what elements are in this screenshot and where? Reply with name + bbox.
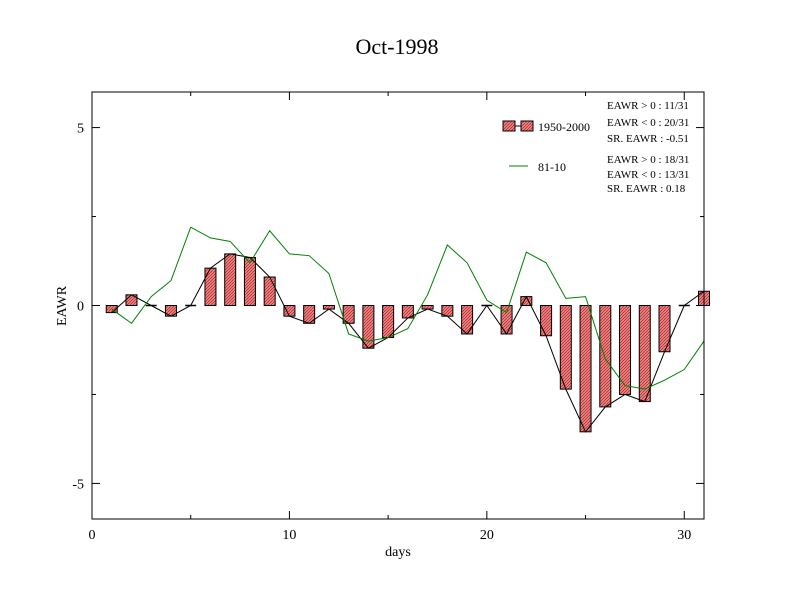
legend: 1950-2000 81-10 <box>502 120 590 174</box>
x-tick-label: 30 <box>677 528 691 543</box>
stat-bar-positive: EAWR > 0 : 11/31 <box>607 100 689 112</box>
y-tick-label: -5 <box>72 477 84 492</box>
stat-bar-negative: EAWR < 0 : 20/31 <box>607 117 689 129</box>
bar <box>283 305 296 317</box>
legend-label-bar: 1950-2000 <box>538 120 590 134</box>
stat-line-positive: EAWR > 0 : 18/31 <box>607 154 689 166</box>
stat-line-negative: EAWR < 0 : 13/31 <box>607 169 689 181</box>
bar <box>421 305 434 310</box>
legend-swatch-bar <box>520 120 534 132</box>
bar <box>579 305 592 433</box>
bar <box>263 276 276 306</box>
bar <box>599 305 612 408</box>
stat-bar-sr: SR. EAWR : -0.51 <box>607 133 689 145</box>
plot-marks <box>105 226 710 433</box>
x-tick-label: 20 <box>480 528 494 543</box>
y-tick-label: 0 <box>77 300 84 315</box>
bar <box>382 305 395 339</box>
series-line-81-10 <box>111 226 705 390</box>
legend-label-line: 81-10 <box>538 160 566 174</box>
axis-ticks: 0 10 20 30 -5 0 5 <box>72 92 704 543</box>
bar <box>204 267 217 307</box>
x-axis-label: days <box>385 545 411 560</box>
x-tick-label: 10 <box>282 528 296 543</box>
legend-swatch-bar <box>502 120 516 132</box>
stat-line-sr: SR. EAWR : 0.18 <box>607 183 686 195</box>
bar <box>461 305 474 335</box>
bar <box>362 305 375 349</box>
bar <box>243 256 256 306</box>
bar <box>658 305 671 353</box>
bar <box>224 253 237 306</box>
chart-title: Oct-1998 <box>355 34 438 59</box>
bar <box>559 305 572 390</box>
stats-block: EAWR > 0 : 11/31 EAWR < 0 : 20/31 SR. EA… <box>607 100 689 195</box>
series-line-1950-2000 <box>111 253 705 433</box>
x-tick-label: 0 <box>89 528 96 543</box>
bar <box>540 305 553 337</box>
y-tick-label: 5 <box>77 122 84 137</box>
y-axis-label: EAWR <box>55 285 70 326</box>
